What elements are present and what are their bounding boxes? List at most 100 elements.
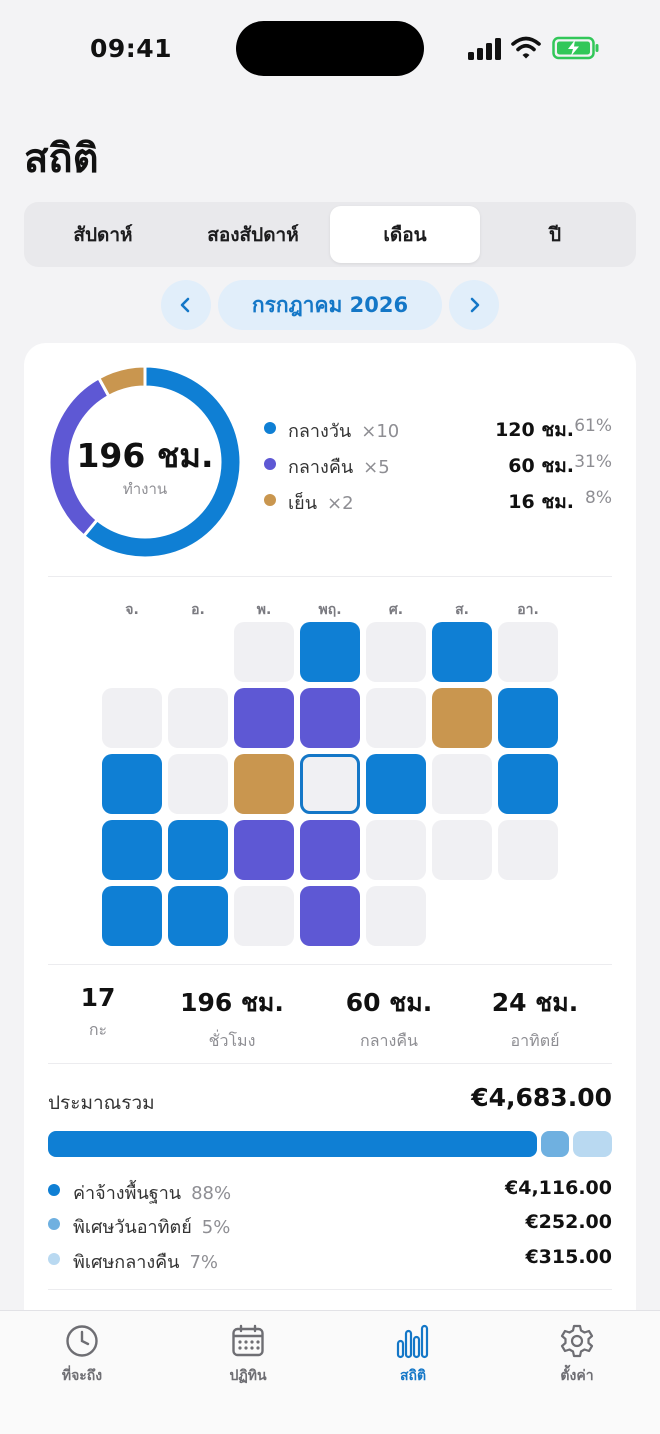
- weekday-header: พฤ.: [318, 602, 342, 618]
- calendar-day-day[interactable]: [366, 754, 426, 814]
- pay-row-sunday: พิเศษวันอาทิตย์ 5% €252.00: [48, 1209, 612, 1239]
- calendar-day-night[interactable]: [234, 820, 294, 880]
- calendar-day-none[interactable]: [366, 820, 426, 880]
- stat-value: 24 ชม.: [491, 988, 579, 1017]
- wifi-icon: [511, 36, 541, 59]
- pay-dot: [48, 1218, 60, 1230]
- weekday-header: อา.: [517, 602, 539, 618]
- tab-stats[interactable]: สถิติ: [353, 1323, 473, 1387]
- calendar-day-day[interactable]: [102, 820, 162, 880]
- calendar-day-day[interactable]: [102, 754, 162, 814]
- chevron-left-icon: [180, 297, 190, 313]
- legend-name: เย็น: [288, 493, 318, 514]
- estimate-total: €4,683.00: [471, 1083, 612, 1112]
- signal-icon: [468, 38, 501, 60]
- calendar-day-night[interactable]: [300, 886, 360, 946]
- weekday-header: จ.: [125, 602, 139, 618]
- pay-pct: 7%: [189, 1252, 219, 1273]
- divider: [48, 1063, 612, 1064]
- calendar-day-none[interactable]: [168, 688, 228, 748]
- legend-pct: 31%: [574, 452, 612, 472]
- month-label[interactable]: กรกฎาคม 2026: [218, 280, 442, 330]
- calendar-day-none[interactable]: [366, 886, 426, 946]
- tab-two-weeks[interactable]: สองสัปดาห์: [207, 223, 299, 246]
- gear-icon: [560, 1324, 594, 1358]
- stat-value: 17: [80, 983, 116, 1012]
- shift-donut-chart: [48, 365, 242, 559]
- calendar-day-day[interactable]: [432, 622, 492, 682]
- calendar-day-today[interactable]: [300, 754, 360, 814]
- stat-label: ชั่วโมง: [208, 1031, 256, 1050]
- legend-hours: 60 ชม.: [508, 455, 574, 477]
- legend-dot: [264, 422, 276, 434]
- pay-bar-base: [48, 1131, 537, 1157]
- stat-night-hours: 60 ชม. กลางคืน: [324, 983, 454, 1054]
- weekday-header: ส.: [455, 602, 469, 618]
- stats-card: 196 ชม. ทำงาน กลางวัน ×10 120 ชม. 61% กลา…: [24, 343, 636, 1343]
- legend-count: ×5: [363, 457, 390, 478]
- pay-bar-night: [573, 1131, 612, 1157]
- calendar-day-none[interactable]: [234, 886, 294, 946]
- tab-calendar[interactable]: ปฏิทิน: [188, 1323, 308, 1387]
- calendar-day-none[interactable]: [498, 622, 558, 682]
- calendar-day-night[interactable]: [234, 688, 294, 748]
- weekday-header: อ.: [191, 602, 205, 618]
- tab-label: ตั้งค่า: [560, 1368, 594, 1384]
- previous-month-button[interactable]: [161, 280, 211, 330]
- tab-week[interactable]: สัปดาห์: [73, 223, 133, 246]
- calendar-day-none[interactable]: [498, 820, 558, 880]
- tab-label: ที่จะถึง: [61, 1368, 103, 1384]
- donut-segment-day: [81, 365, 242, 559]
- period-segmented-control: สัปดาห์ สองสัปดาห์ เดือน ปี: [24, 202, 636, 267]
- legend-row-day: กลางวัน ×10 120 ชม. 61%: [264, 413, 612, 443]
- pay-amount: €4,116.00: [505, 1177, 612, 1199]
- next-month-button[interactable]: [449, 280, 499, 330]
- calendar-day-none[interactable]: [102, 688, 162, 748]
- legend-name: กลางวัน: [288, 421, 352, 442]
- calendar-day-evening[interactable]: [234, 754, 294, 814]
- dynamic-island: [236, 21, 424, 76]
- tab-month[interactable]: เดือน: [330, 206, 480, 263]
- calendar-icon: [232, 1324, 264, 1357]
- donut-total-label: ทำงาน: [122, 480, 168, 498]
- tab-label: ปฏิทิน: [229, 1368, 267, 1384]
- calendar-day-day[interactable]: [168, 886, 228, 946]
- calendar-day-none[interactable]: [432, 820, 492, 880]
- calendar-day-day[interactable]: [102, 886, 162, 946]
- divider: [48, 964, 612, 965]
- bar-chart-icon: [396, 1324, 429, 1359]
- calendar-day-day[interactable]: [498, 754, 558, 814]
- calendar-day-night[interactable]: [300, 820, 360, 880]
- calendar-day-day[interactable]: [498, 688, 558, 748]
- calendar-day-day[interactable]: [300, 622, 360, 682]
- stat-shifts: 17 กะ: [48, 983, 148, 1043]
- tab-upcoming[interactable]: ที่จะถึง: [22, 1323, 142, 1387]
- chevron-right-icon: [470, 297, 480, 313]
- legend-name: กลางคืน: [288, 457, 354, 478]
- stat-label: กลางคืน: [360, 1031, 418, 1050]
- calendar-day-none[interactable]: [366, 622, 426, 682]
- pay-name: พิเศษวันอาทิตย์: [73, 1217, 192, 1238]
- stat-value: 60 ชม.: [345, 988, 433, 1017]
- pay-dot: [48, 1184, 60, 1196]
- donut-total-hours: 196 ชม.: [76, 436, 214, 475]
- pay-bar-sunday: [541, 1131, 569, 1157]
- bottom-tab-bar: ที่จะถึง ปฏิทิน สถิติ ตั้งค่า: [0, 1310, 660, 1434]
- tab-year[interactable]: ปี: [548, 223, 562, 246]
- legend-pct: 61%: [574, 416, 612, 436]
- calendar-day-none[interactable]: [168, 754, 228, 814]
- calendar-day-night[interactable]: [300, 688, 360, 748]
- calendar-day-none[interactable]: [234, 622, 294, 682]
- tab-settings[interactable]: ตั้งค่า: [517, 1323, 637, 1387]
- calendar-day-none[interactable]: [366, 688, 426, 748]
- divider: [48, 576, 612, 577]
- estimate-label: ประมาณรวม: [48, 1092, 155, 1114]
- stat-label: อาทิตย์: [510, 1031, 560, 1050]
- legend-count: ×10: [361, 421, 400, 442]
- calendar-day-evening[interactable]: [432, 688, 492, 748]
- calendar-day-none[interactable]: [432, 754, 492, 814]
- calendar-day-day[interactable]: [168, 820, 228, 880]
- donut-segment-evening: [96, 365, 147, 399]
- status-time: 09:41: [90, 34, 173, 63]
- legend-hours: 120 ชม.: [495, 419, 574, 441]
